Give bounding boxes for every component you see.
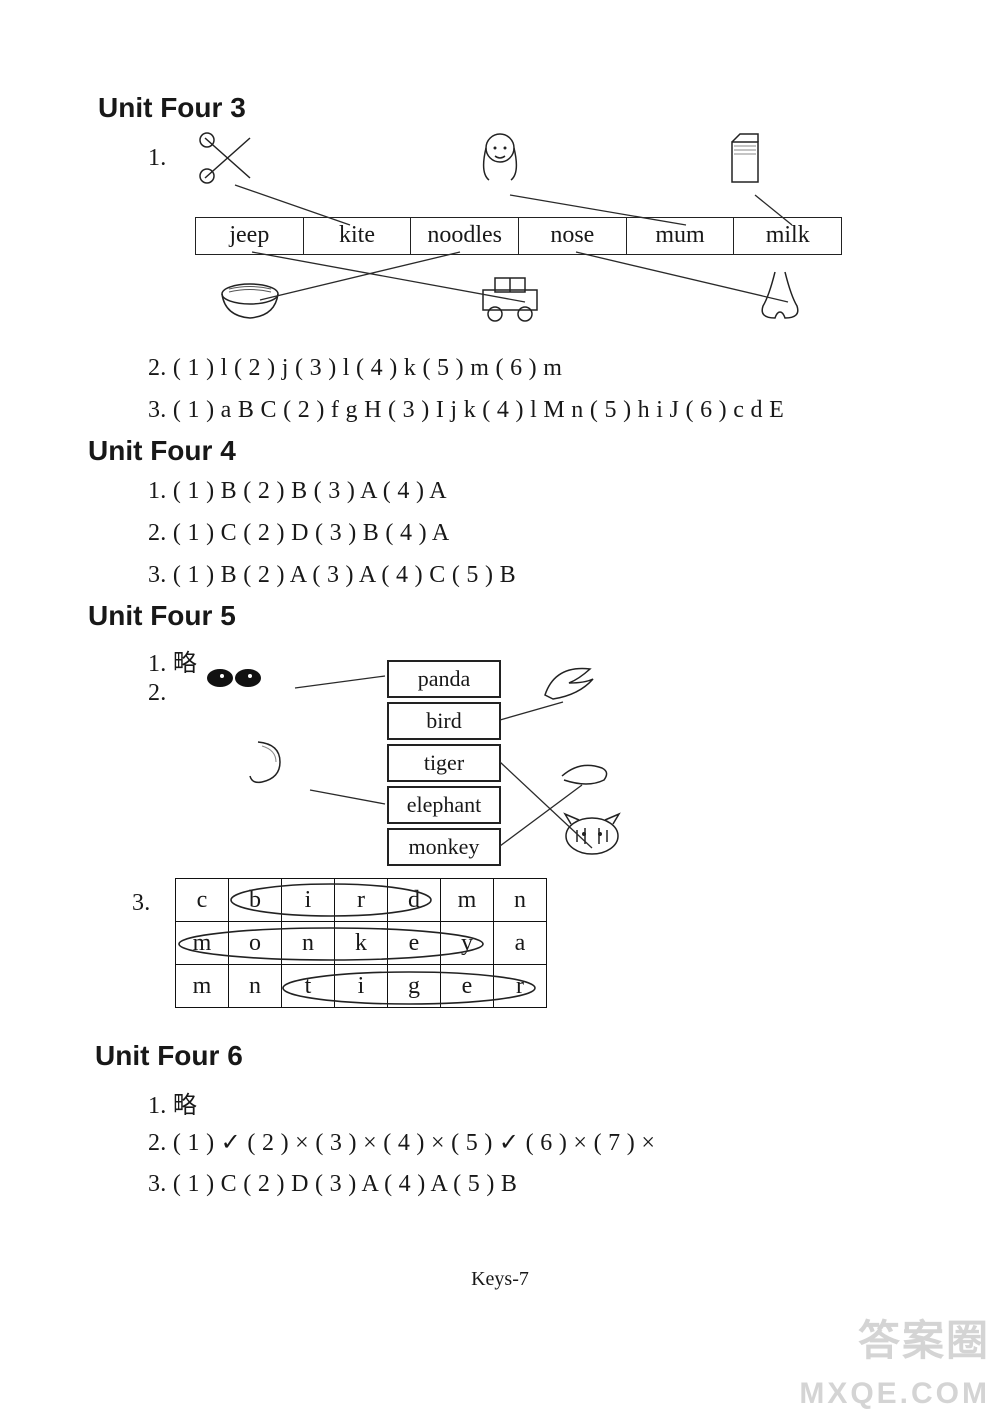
wing-icon [535,655,605,715]
grid-cell: b [229,879,282,922]
uf3-word-noodles: noodles [411,218,519,254]
jeep-icon [475,268,545,328]
grid-cell: k [335,922,388,965]
girl-icon [465,128,535,188]
animal-box-elephant: elephant [387,786,501,824]
grid-cell: n [229,965,282,1008]
tiger-head-icon [557,802,627,862]
heading-uf4: Unit Four 4 [88,435,236,467]
uf6-r1: 1. 略 [148,1085,197,1120]
animal-box-monkey: monkey [387,828,501,866]
grid-row: mntiger [176,965,547,1008]
uf3-word-mum: mum [627,218,735,254]
grid-cell: a [494,922,547,965]
uf4-r2: 2. ( 1 ) C ( 2 ) D ( 3 ) B ( 4 ) A [148,520,450,547]
heading-uf5: Unit Four 5 [88,600,236,632]
uf3-word-nose: nose [519,218,627,254]
grid-cell: t [282,965,335,1008]
uf3-word-kite: kite [304,218,412,254]
grid-cell: m [176,922,229,965]
uf5-q2-label: 2. [148,680,167,707]
grid-cell: m [176,965,229,1008]
grid-cell: i [282,879,335,922]
grid-cell: r [494,965,547,1008]
uf5-q3-label: 3. [132,890,151,917]
grid-cell: y [441,922,494,965]
uf5-letter-grid: cbirdmnmonkeyamntiger [175,878,547,1008]
uf6-r3: 3. ( 1 ) C ( 2 ) D ( 3 ) A ( 4 ) A ( 5 )… [148,1171,517,1198]
uf3-word-milk: milk [734,218,841,254]
grid-cell: c [176,879,229,922]
uf3-word-jeep: jeep [196,218,304,254]
heading-uf6: Unit Four 6 [95,1040,243,1072]
watermark-bottom: MXQE.COM [799,1377,990,1411]
trunk-icon [230,732,300,792]
grid-cell: r [335,879,388,922]
page-footer: Keys-7 [0,1268,1000,1291]
uf6-r2: 2. ( 1 ) ✓ ( 2 ) × ( 3 ) × ( 4 ) × ( 5 )… [148,1128,655,1157]
grid-cell: n [494,879,547,922]
grid-row: monkeya [176,922,547,965]
grid-cell: m [441,879,494,922]
uf5-r1: 1. 略 [148,643,197,678]
grid-cell: n [282,922,335,965]
scissors-icon [195,128,265,188]
grid-cell: i [335,965,388,1008]
animal-box-bird: bird [387,702,501,740]
uf4-r3: 3. ( 1 ) B ( 2 ) A ( 3 ) A ( 4 ) C ( 5 )… [148,562,516,589]
tail-icon [550,742,620,802]
watermark-top: 答案圈 [858,1307,990,1368]
uf3-word-row: jeepkitenoodlesnosemummilk [195,217,842,255]
uf3-q1-label: 1. [148,145,167,172]
animal-box-tiger: tiger [387,744,501,782]
nose-icon [745,266,815,326]
grid-cell: e [441,965,494,1008]
uf3-q3: 3. ( 1 ) a B C ( 2 ) f g H ( 3 ) I j k (… [148,397,784,424]
uf4-r1: 1. ( 1 ) B ( 2 ) B ( 3 ) A ( 4 ) A [148,478,447,505]
bowl-icon [215,266,285,326]
panda-eyes-icon [200,648,270,708]
grid-cell: o [229,922,282,965]
uf3-q2: 2. ( 1 ) l ( 2 ) j ( 3 ) l ( 4 ) k ( 5 )… [148,355,562,382]
carton-icon [710,128,780,188]
animal-box-panda: panda [387,660,501,698]
heading-uf3: Unit Four 3 [98,92,246,124]
grid-cell: g [388,965,441,1008]
grid-cell: d [388,879,441,922]
grid-row: cbirdmn [176,879,547,922]
grid-cell: e [388,922,441,965]
